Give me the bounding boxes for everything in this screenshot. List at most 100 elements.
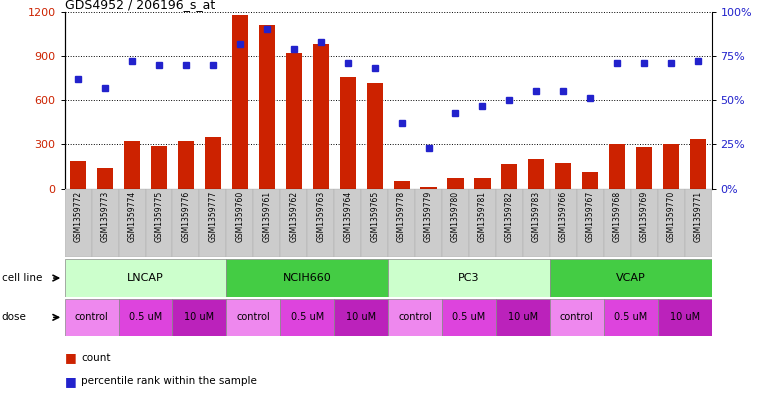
Bar bbox=[280, 189, 307, 257]
Text: GSM1359766: GSM1359766 bbox=[559, 191, 568, 242]
Bar bbox=[556, 163, 572, 189]
Bar bbox=[367, 83, 383, 189]
Text: VCAP: VCAP bbox=[616, 273, 645, 283]
Text: GSM1359771: GSM1359771 bbox=[693, 191, 702, 242]
Text: 0.5 uM: 0.5 uM bbox=[291, 312, 324, 322]
Text: LNCAP: LNCAP bbox=[127, 273, 164, 283]
Bar bbox=[227, 299, 280, 336]
Bar bbox=[119, 299, 173, 336]
Text: GSM1359768: GSM1359768 bbox=[613, 191, 622, 242]
Bar bbox=[151, 146, 167, 189]
Bar bbox=[173, 189, 199, 257]
Text: GSM1359783: GSM1359783 bbox=[532, 191, 541, 242]
Text: PC3: PC3 bbox=[458, 273, 479, 283]
Bar bbox=[421, 187, 437, 189]
Bar bbox=[582, 172, 598, 189]
Text: GSM1359779: GSM1359779 bbox=[424, 191, 433, 242]
Text: GSM1359763: GSM1359763 bbox=[317, 191, 325, 242]
Bar bbox=[334, 189, 361, 257]
Bar bbox=[227, 189, 253, 257]
Bar bbox=[577, 189, 603, 257]
Bar bbox=[65, 259, 227, 297]
Text: control: control bbox=[560, 312, 594, 322]
Bar bbox=[388, 259, 550, 297]
Bar bbox=[501, 163, 517, 189]
Text: cell line: cell line bbox=[2, 273, 42, 283]
Bar bbox=[496, 299, 550, 336]
Bar bbox=[232, 15, 248, 189]
Text: ■: ■ bbox=[65, 351, 76, 364]
Text: GSM1359764: GSM1359764 bbox=[343, 191, 352, 242]
Bar bbox=[690, 138, 706, 189]
Text: GSM1359773: GSM1359773 bbox=[100, 191, 110, 242]
Bar bbox=[307, 189, 334, 257]
Text: GDS4952 / 206196_s_at: GDS4952 / 206196_s_at bbox=[65, 0, 215, 11]
Bar bbox=[280, 299, 334, 336]
Bar bbox=[97, 168, 113, 189]
Bar bbox=[145, 189, 173, 257]
Text: 0.5 uM: 0.5 uM bbox=[452, 312, 486, 322]
Text: 10 uM: 10 uM bbox=[670, 312, 699, 322]
Text: 10 uM: 10 uM bbox=[184, 312, 215, 322]
Text: percentile rank within the sample: percentile rank within the sample bbox=[81, 376, 257, 386]
Bar bbox=[285, 53, 302, 189]
Bar bbox=[313, 44, 329, 189]
Bar bbox=[685, 189, 712, 257]
Bar bbox=[65, 299, 119, 336]
Text: control: control bbox=[398, 312, 432, 322]
Bar bbox=[469, 189, 496, 257]
Text: control: control bbox=[237, 312, 270, 322]
Bar bbox=[173, 299, 227, 336]
Text: GSM1359760: GSM1359760 bbox=[235, 191, 244, 242]
Bar bbox=[388, 189, 415, 257]
Text: GSM1359767: GSM1359767 bbox=[586, 191, 595, 242]
Text: GSM1359778: GSM1359778 bbox=[397, 191, 406, 242]
Bar bbox=[334, 299, 388, 336]
Bar bbox=[603, 189, 631, 257]
Bar bbox=[658, 299, 712, 336]
Bar bbox=[523, 189, 550, 257]
Bar bbox=[603, 299, 658, 336]
Text: GSM1359765: GSM1359765 bbox=[370, 191, 379, 242]
Bar bbox=[415, 189, 442, 257]
Bar bbox=[259, 25, 275, 189]
Bar bbox=[442, 299, 496, 336]
Bar bbox=[205, 137, 221, 189]
Text: GSM1359775: GSM1359775 bbox=[154, 191, 164, 242]
Text: GSM1359762: GSM1359762 bbox=[289, 191, 298, 242]
Bar bbox=[631, 189, 658, 257]
Text: 0.5 uM: 0.5 uM bbox=[129, 312, 162, 322]
Bar bbox=[361, 189, 388, 257]
Text: GSM1359770: GSM1359770 bbox=[667, 191, 676, 242]
Bar bbox=[91, 189, 119, 257]
Text: dose: dose bbox=[2, 312, 27, 322]
Bar bbox=[658, 189, 685, 257]
Text: 10 uM: 10 uM bbox=[508, 312, 538, 322]
Bar bbox=[124, 141, 140, 189]
Bar bbox=[550, 259, 712, 297]
Bar bbox=[636, 147, 652, 189]
Bar bbox=[663, 144, 679, 189]
Bar bbox=[199, 189, 227, 257]
Text: GSM1359772: GSM1359772 bbox=[74, 191, 83, 242]
Text: 0.5 uM: 0.5 uM bbox=[614, 312, 648, 322]
Bar bbox=[442, 189, 469, 257]
Bar bbox=[447, 178, 463, 189]
Bar bbox=[339, 77, 356, 189]
Bar bbox=[609, 144, 626, 189]
Text: GSM1359777: GSM1359777 bbox=[209, 191, 218, 242]
Text: GSM1359769: GSM1359769 bbox=[640, 191, 648, 242]
Text: GSM1359776: GSM1359776 bbox=[181, 191, 190, 242]
Bar bbox=[119, 189, 145, 257]
Text: GSM1359774: GSM1359774 bbox=[128, 191, 136, 242]
Text: count: count bbox=[81, 353, 111, 363]
Bar bbox=[474, 178, 491, 189]
Text: GSM1359782: GSM1359782 bbox=[505, 191, 514, 242]
Bar bbox=[528, 159, 544, 189]
Text: ■: ■ bbox=[65, 375, 76, 388]
Text: GSM1359781: GSM1359781 bbox=[478, 191, 487, 242]
Bar bbox=[178, 141, 194, 189]
Bar bbox=[70, 162, 86, 189]
Bar bbox=[253, 189, 280, 257]
Bar bbox=[550, 189, 577, 257]
